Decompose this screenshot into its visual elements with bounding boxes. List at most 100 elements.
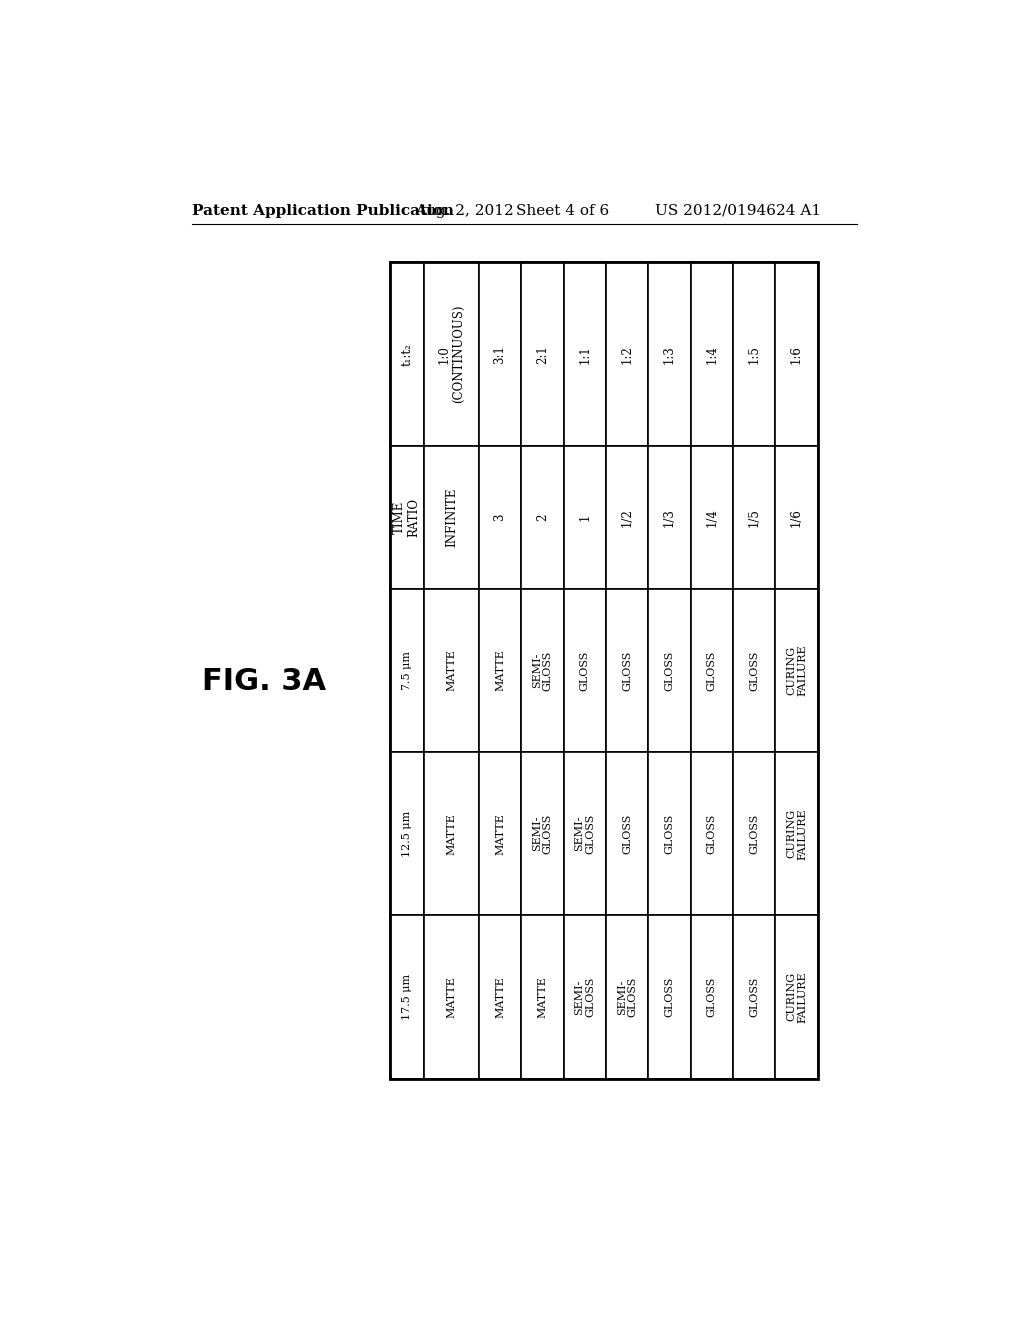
Text: CURING
FAILURE: CURING FAILURE <box>786 644 807 696</box>
Bar <box>690 915 733 1078</box>
Text: MATTE: MATTE <box>495 813 505 854</box>
Text: 1:3: 1:3 <box>663 345 676 363</box>
Bar <box>775 915 818 1078</box>
Text: Sheet 4 of 6: Sheet 4 of 6 <box>515 203 608 218</box>
Bar <box>563 446 606 589</box>
Bar <box>606 752 648 915</box>
Text: GLOSS: GLOSS <box>750 813 759 854</box>
Text: GLOSS: GLOSS <box>665 977 675 1018</box>
Text: 1:0
(CONTINUOUS): 1:0 (CONTINUOUS) <box>437 305 465 404</box>
Bar <box>690 263 733 446</box>
Bar <box>479 589 521 752</box>
Text: GLOSS: GLOSS <box>707 977 717 1018</box>
Bar <box>733 752 775 915</box>
Text: US 2012/0194624 A1: US 2012/0194624 A1 <box>655 203 821 218</box>
Text: SEMI-
GLOSS: SEMI- GLOSS <box>574 977 595 1018</box>
Bar <box>390 589 424 752</box>
Bar <box>390 752 424 915</box>
Text: SEMI-
GLOSS: SEMI- GLOSS <box>574 813 595 854</box>
Bar <box>479 263 521 446</box>
Text: 1/6: 1/6 <box>791 508 803 527</box>
Bar <box>521 263 563 446</box>
Text: 1:1: 1:1 <box>579 345 591 363</box>
Text: SEMI-
GLOSS: SEMI- GLOSS <box>616 977 638 1018</box>
Bar <box>775 446 818 589</box>
Bar <box>563 915 606 1078</box>
Text: 2:1: 2:1 <box>536 345 549 363</box>
Text: 1:5: 1:5 <box>748 345 761 363</box>
Bar <box>775 589 818 752</box>
Bar <box>648 589 690 752</box>
Text: GLOSS: GLOSS <box>580 651 590 690</box>
Text: SEMI-
GLOSS: SEMI- GLOSS <box>532 651 553 690</box>
Bar <box>648 263 690 446</box>
Text: GLOSS: GLOSS <box>665 651 675 690</box>
Bar <box>606 915 648 1078</box>
Bar <box>390 915 424 1078</box>
Bar <box>479 446 521 589</box>
Bar <box>390 446 424 589</box>
Text: 7.5 μm: 7.5 μm <box>401 651 412 690</box>
Text: GLOSS: GLOSS <box>707 813 717 854</box>
Text: CURING
FAILURE: CURING FAILURE <box>786 972 807 1023</box>
Bar <box>424 915 479 1078</box>
Text: GLOSS: GLOSS <box>707 651 717 690</box>
Bar <box>648 752 690 915</box>
Text: Patent Application Publication: Patent Application Publication <box>193 203 455 218</box>
Bar <box>606 589 648 752</box>
Text: 12.5 μm: 12.5 μm <box>401 810 412 857</box>
Text: FIG. 3A: FIG. 3A <box>202 668 326 697</box>
Bar <box>690 446 733 589</box>
Bar <box>563 263 606 446</box>
Bar <box>606 446 648 589</box>
Bar <box>733 446 775 589</box>
Bar <box>648 446 690 589</box>
Text: MATTE: MATTE <box>446 649 457 692</box>
Bar <box>424 263 479 446</box>
Text: 1/5: 1/5 <box>748 508 761 527</box>
Bar <box>424 752 479 915</box>
Bar <box>690 752 733 915</box>
Bar <box>606 263 648 446</box>
Text: Aug. 2, 2012: Aug. 2, 2012 <box>415 203 513 218</box>
Bar <box>479 915 521 1078</box>
Text: 1/3: 1/3 <box>663 508 676 527</box>
Text: 1:2: 1:2 <box>621 345 634 363</box>
Bar <box>521 589 563 752</box>
Bar <box>733 263 775 446</box>
Text: INFINITE: INFINITE <box>444 487 458 548</box>
Bar <box>690 589 733 752</box>
Text: GLOSS: GLOSS <box>665 813 675 854</box>
Text: CURING
FAILURE: CURING FAILURE <box>786 808 807 859</box>
Text: 1:6: 1:6 <box>791 345 803 363</box>
Bar <box>424 446 479 589</box>
Bar <box>648 915 690 1078</box>
Bar <box>775 752 818 915</box>
Text: MATTE: MATTE <box>446 813 457 854</box>
Bar <box>563 752 606 915</box>
Text: 1/4: 1/4 <box>706 508 719 527</box>
Text: MATTE: MATTE <box>495 649 505 692</box>
Text: 1:4: 1:4 <box>706 345 719 363</box>
Text: MATTE: MATTE <box>495 975 505 1018</box>
Text: GLOSS: GLOSS <box>623 813 632 854</box>
Text: MATTE: MATTE <box>538 975 548 1018</box>
Text: t₁:t₂: t₁:t₂ <box>400 343 414 366</box>
Bar <box>563 589 606 752</box>
Text: 17.5 μm: 17.5 μm <box>401 974 412 1020</box>
Bar <box>390 263 818 1078</box>
Text: 3: 3 <box>494 513 507 521</box>
Text: GLOSS: GLOSS <box>750 977 759 1018</box>
Bar <box>424 589 479 752</box>
Bar <box>521 752 563 915</box>
Text: TIME
RATIO: TIME RATIO <box>393 498 421 537</box>
Bar <box>390 263 424 446</box>
Text: SEMI-
GLOSS: SEMI- GLOSS <box>532 813 553 854</box>
Bar <box>733 915 775 1078</box>
Text: GLOSS: GLOSS <box>750 651 759 690</box>
Bar <box>775 263 818 446</box>
Text: MATTE: MATTE <box>446 975 457 1018</box>
Text: 1: 1 <box>579 513 591 521</box>
Text: 3:1: 3:1 <box>494 345 507 363</box>
Bar <box>521 446 563 589</box>
